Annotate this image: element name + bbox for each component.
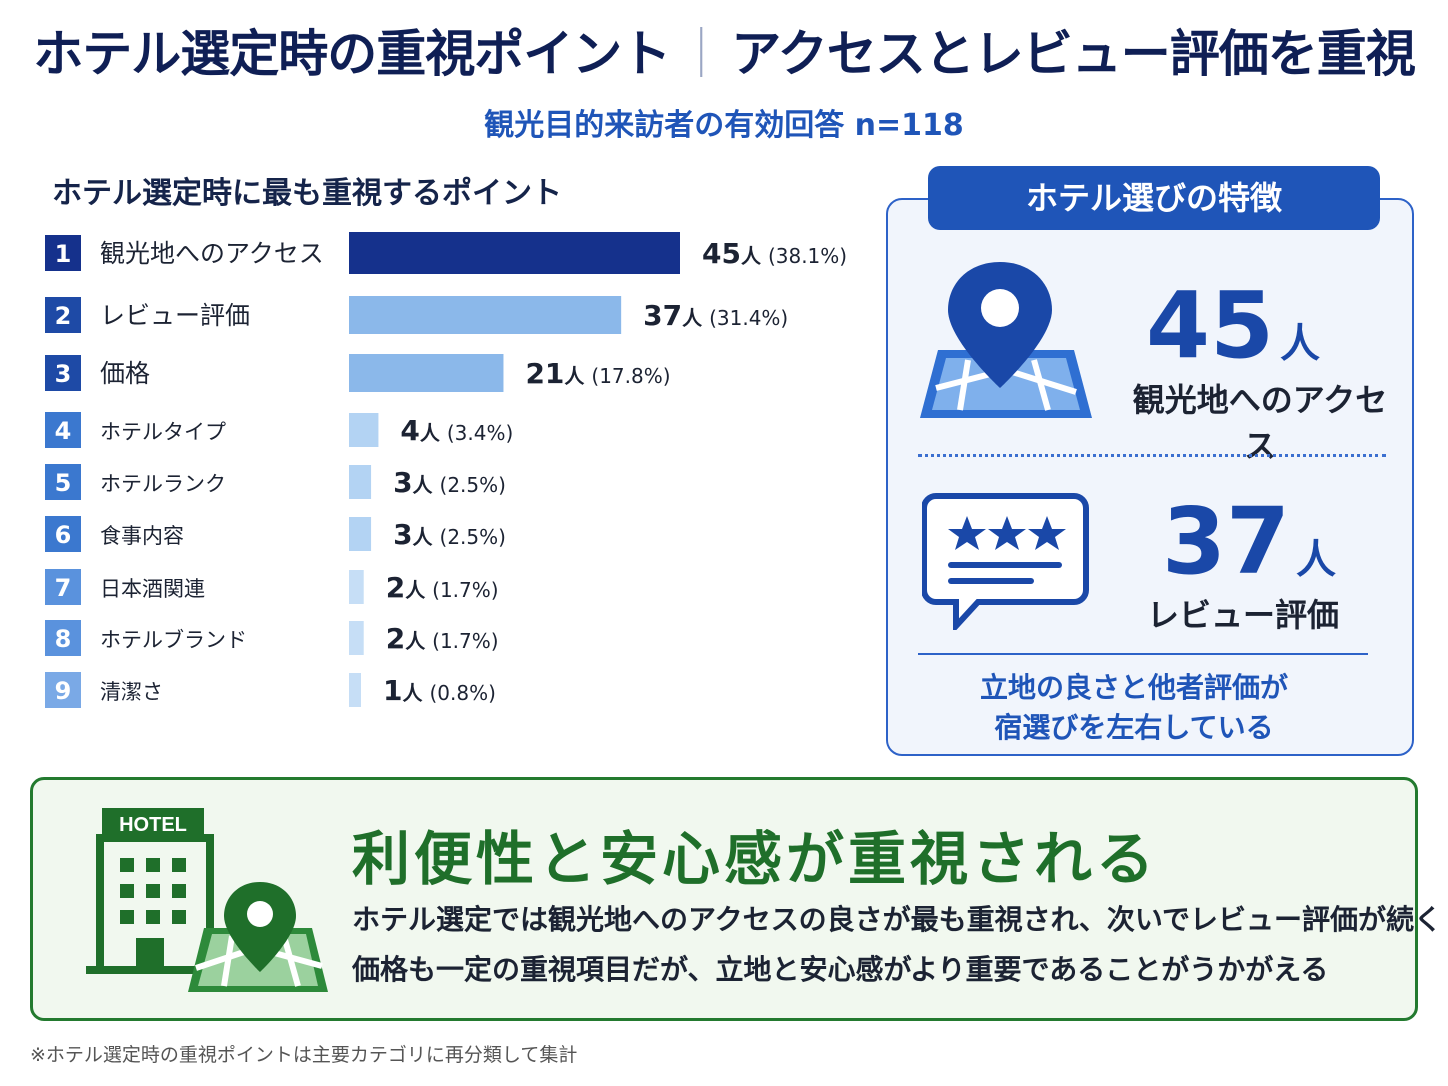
category-label: ホテルタイプ [100,420,226,444]
bar [349,232,680,274]
rank-badge [45,569,81,605]
title-right: アクセスとレビュー評価を重視 [731,25,1415,83]
stat-access-unit: 人 [1280,321,1321,367]
rank-number: 2 [55,302,72,330]
page-subtitle: 観光目的来訪者の有効回答 n=118 [484,108,964,143]
title-separator: ｜ [676,25,726,83]
rank-number: 1 [55,240,72,268]
panel-message-line2: 宿選びを左右している [994,711,1274,744]
bar [349,621,364,655]
rank-number: 8 [55,625,72,653]
stat-review-value: 37 人 [1162,496,1336,588]
value-label: 3人 (2.5%) [393,466,506,499]
panel-message-line1: 立地の良さと他者評価が [979,671,1288,704]
value-label: 21人 (17.8%) [525,357,670,390]
category-label: 観光地へのアクセス [100,239,324,268]
conclusion-line1: ホテル選定では観光地へのアクセスの良さが最も重視され、次いでレビュー評価が続く [352,903,1443,936]
category-label: 日本酒関連 [100,577,205,601]
map-pin-icon [920,262,1092,418]
rank-badge [45,672,81,708]
rank-number: 4 [55,417,72,445]
panel-divider-dotted [918,454,1386,457]
summary-panel-heading: ホテル選びの特徴 [928,166,1380,230]
conclusion-headline: 利便性と安心感が重視される [352,825,1159,893]
hotel-sign-text: HOTEL [119,814,187,836]
rank-badge [45,464,81,500]
panel-message: 立地の良さと他者評価が 宿選びを左右している [904,668,1364,748]
category-label: 価格 [100,359,150,388]
value-label: 2人 (1.7%) [386,571,499,604]
rank-number: 6 [55,521,72,549]
rank-badge [45,412,81,448]
rank-number: 7 [55,574,72,602]
hotel-building-icon: HOTEL [86,808,328,992]
value-label: 4人 (3.4%) [400,414,513,447]
bar [349,413,379,447]
category-label: 清潔さ [100,680,163,704]
stat-review-label: レビュー評価 [1146,596,1339,634]
rank-badge [45,297,81,333]
stat-access-value: 45 人 [1146,280,1320,372]
stat-review-unit: 人 [1296,537,1337,583]
chart-title: ホテル選定時に最も重視するポイント [52,176,562,211]
value-label: 45人 (38.1%) [702,237,847,270]
bar [349,354,504,392]
category-label: レビュー評価 [100,301,250,330]
stat-review-number: 37 [1162,488,1291,595]
bar [349,517,372,551]
category-label: 食事内容 [100,524,184,548]
category-label: ホテルブランド [100,628,247,652]
stat-access-number: 45 [1146,272,1275,379]
bar-chart: 1 観光地へのアクセス 45人 (38.1%) 2 レビュー評価 37人 (31.4%) 3… [45,232,847,708]
review-stars-icon [922,493,1089,630]
rank-badge [45,355,81,391]
value-label: 37人 (31.4%) [643,299,788,332]
bar [349,673,361,707]
value-label: 2人 (1.7%) [386,622,499,655]
rank-badge [45,620,81,656]
conclusion-line2: 価格も一定の重視項目だが、立地と安心感がより重要であることがうかがえる [352,953,1329,986]
bar [349,465,372,499]
title-left: ホテル選定時の重視ポイント [33,25,671,83]
category-label: ホテルランク [100,472,226,496]
footnote: ※ホテル選定時の重視ポイントは主要カテゴリに再分類して集計 [30,1044,578,1066]
bar [349,570,364,604]
value-label: 3人 (2.5%) [393,518,506,551]
rank-badge [45,516,81,552]
rank-badge [45,235,81,271]
value-label: 1人 (0.8%) [383,674,496,707]
rank-number: 5 [55,469,72,497]
stat-access-label: 観光地へのアクセス [1132,381,1388,465]
page-title: ホテル選定時の重視ポイント｜アクセスとレビュー評価を重視 [0,14,1448,86]
rank-number: 9 [55,677,72,705]
rank-number: 3 [55,360,72,388]
bar [349,296,622,334]
panel-divider-solid [918,653,1368,655]
